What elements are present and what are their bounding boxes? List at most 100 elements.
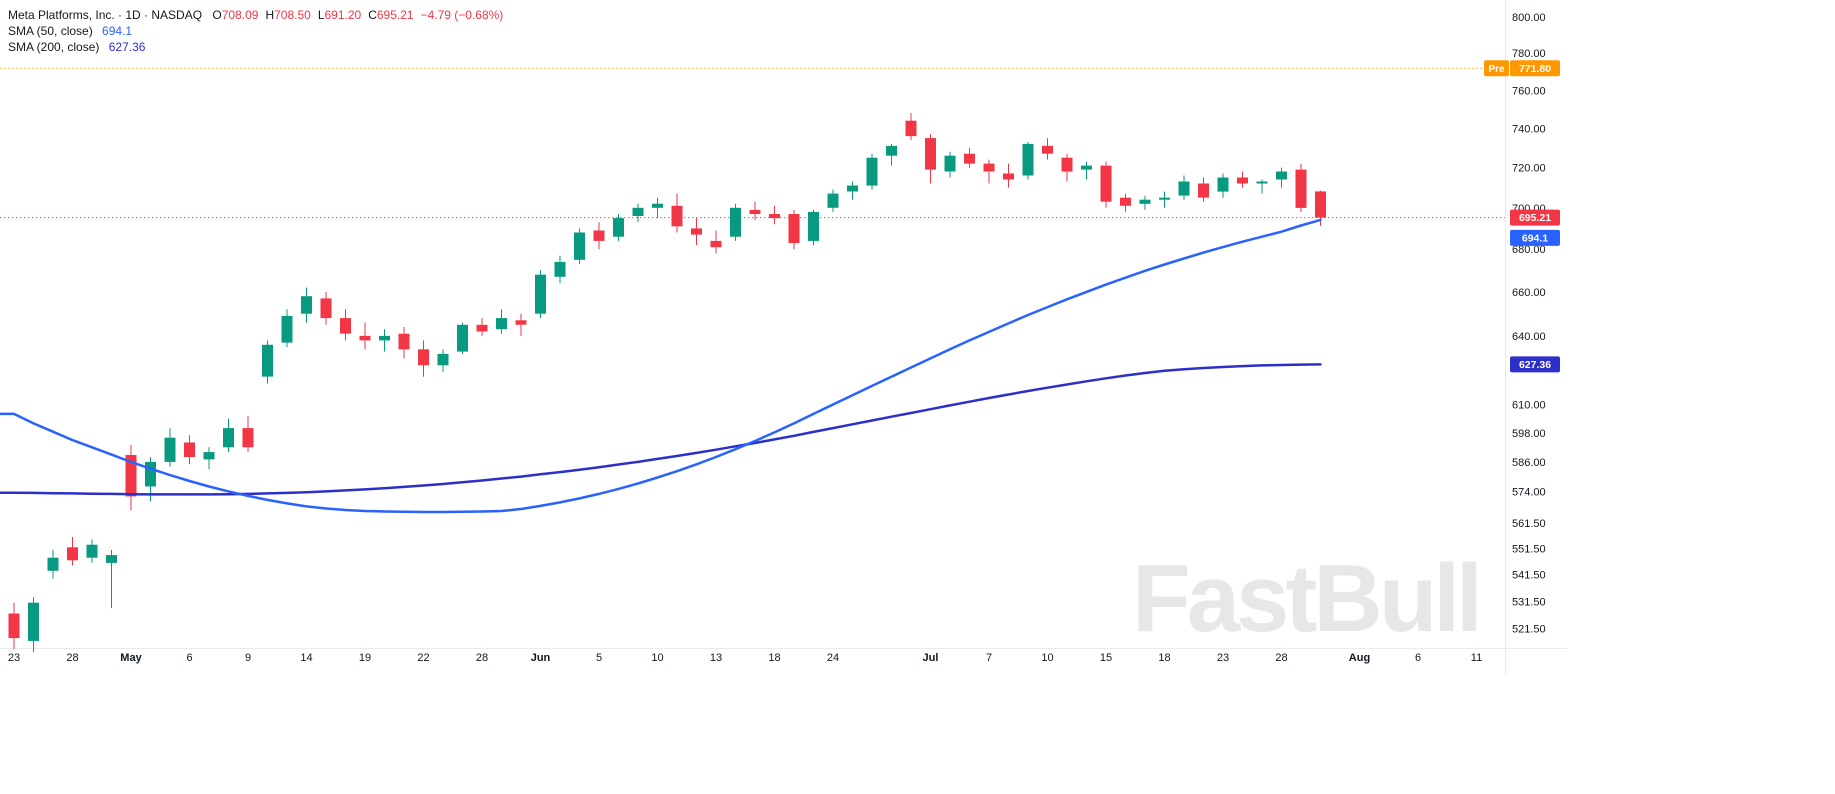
- time-label: 6: [186, 652, 192, 664]
- candle-body: [301, 296, 312, 314]
- candle-body: [1217, 177, 1229, 192]
- sma-200-line: [0, 363, 1322, 496]
- candle-body: [1276, 171, 1287, 180]
- candle-body: [827, 193, 839, 208]
- time-label: 9: [245, 652, 251, 664]
- candle-body: [1061, 157, 1073, 172]
- symbol-title: Meta Platforms, Inc. · 1D · NASDAQ: [8, 8, 203, 22]
- price-label: 574.00: [1512, 486, 1546, 498]
- sma50-value: 694.1: [102, 24, 133, 38]
- legend: Meta Platforms, Inc. · 1D · NASDAQ O 708.…: [8, 7, 503, 55]
- time-label: 24: [827, 652, 839, 664]
- candle-body: [613, 218, 624, 237]
- candle-body: [964, 153, 975, 164]
- badge-value: 627.36: [1519, 359, 1551, 371]
- price-badge-sma200: 627.36: [1510, 356, 1560, 373]
- badge-value: 695.21: [1519, 212, 1551, 224]
- price-badge-sma50: 694.1: [1510, 229, 1560, 246]
- candle-body: [320, 298, 332, 319]
- candle-body: [866, 157, 878, 186]
- open-label: O: [212, 8, 222, 22]
- candle-body: [944, 155, 956, 172]
- candle-body: [632, 207, 644, 216]
- sma50-label: SMA (50, close): [8, 24, 93, 38]
- candle-body: [281, 315, 293, 343]
- time-label: 23: [8, 652, 20, 664]
- candle-body: [1198, 183, 1209, 198]
- candle-body: [691, 228, 702, 235]
- time-label: 28: [476, 652, 488, 664]
- candle-body: [671, 205, 683, 227]
- sma200-legend-row[interactable]: SMA (200, close) 627.36: [8, 39, 503, 55]
- candle-body: [184, 442, 195, 457]
- candle-body: [203, 452, 215, 460]
- candle-body: [457, 324, 468, 352]
- fastbull-watermark: FastBull: [1132, 545, 1483, 652]
- price-label: 660.00: [1512, 287, 1546, 299]
- candle-body: [223, 428, 234, 448]
- price-label: 598.00: [1512, 428, 1546, 440]
- candles-series: [8, 113, 1326, 652]
- candle-body: [1159, 197, 1170, 200]
- time-label: 15: [1100, 652, 1112, 664]
- candle-body: [476, 324, 488, 332]
- candle-body: [398, 333, 410, 350]
- candle-body: [418, 349, 429, 366]
- high-value: 708.50: [274, 8, 311, 22]
- time-label: Jun: [531, 652, 551, 664]
- sma200-label: SMA (200, close): [8, 40, 100, 54]
- time-label: 28: [66, 652, 78, 664]
- candle-body: [905, 120, 917, 137]
- sma50-legend-row[interactable]: SMA (50, close) 694.1: [8, 23, 503, 39]
- price-label: 780.00: [1512, 48, 1546, 60]
- time-label: 13: [710, 652, 722, 664]
- price-label: 551.50: [1512, 544, 1546, 556]
- candle-body: [496, 318, 507, 330]
- candle-body: [1042, 145, 1053, 154]
- close-label: C: [368, 8, 377, 22]
- candle-body: [242, 428, 254, 448]
- badge-value: 694.1: [1522, 232, 1548, 244]
- candle-body: [164, 437, 176, 462]
- time-label: 7: [986, 652, 992, 664]
- time-label: May: [120, 652, 142, 664]
- price-badge-last-price: 695.21: [1510, 209, 1560, 226]
- candle-body: [535, 274, 546, 314]
- price-axis[interactable]: [1505, 0, 1567, 648]
- candle-body: [788, 214, 800, 243]
- candle-body: [1139, 199, 1151, 204]
- candle-body: [515, 320, 527, 325]
- symbol-legend-row[interactable]: Meta Platforms, Inc. · 1D · NASDAQ O 708.…: [8, 7, 503, 23]
- price-label: 541.50: [1512, 570, 1546, 582]
- candle-body: [925, 138, 936, 170]
- candle-body: [769, 214, 780, 219]
- price-label: 760.00: [1512, 85, 1546, 97]
- candle-body: [28, 602, 39, 641]
- candle-body: [808, 211, 819, 241]
- candle-body: [1178, 181, 1190, 196]
- pre-market-tag: Pre: [1488, 64, 1505, 75]
- time-label: 18: [1158, 652, 1170, 664]
- candle-body: [574, 232, 585, 260]
- time-axis[interactable]: [0, 648, 1505, 676]
- time-label: 14: [300, 652, 312, 664]
- candle-body: [593, 230, 605, 241]
- price-label: 800.00: [1512, 12, 1546, 24]
- candle-body: [145, 461, 156, 487]
- candle-body: [437, 353, 449, 366]
- candle-body: [125, 455, 137, 497]
- price-label: 531.50: [1512, 596, 1546, 608]
- candle-body: [340, 318, 351, 334]
- sma-50-line: [0, 218, 1322, 514]
- candle-body: [652, 203, 663, 208]
- high-label: H: [265, 8, 275, 22]
- candle-body: [1295, 169, 1307, 208]
- time-label: 11: [1471, 652, 1482, 664]
- candle-body: [847, 185, 858, 192]
- low-value: 691.20: [324, 8, 362, 22]
- price-label: 521.50: [1512, 624, 1546, 636]
- price-label: 640.00: [1512, 331, 1546, 343]
- candle-body: [1315, 191, 1326, 218]
